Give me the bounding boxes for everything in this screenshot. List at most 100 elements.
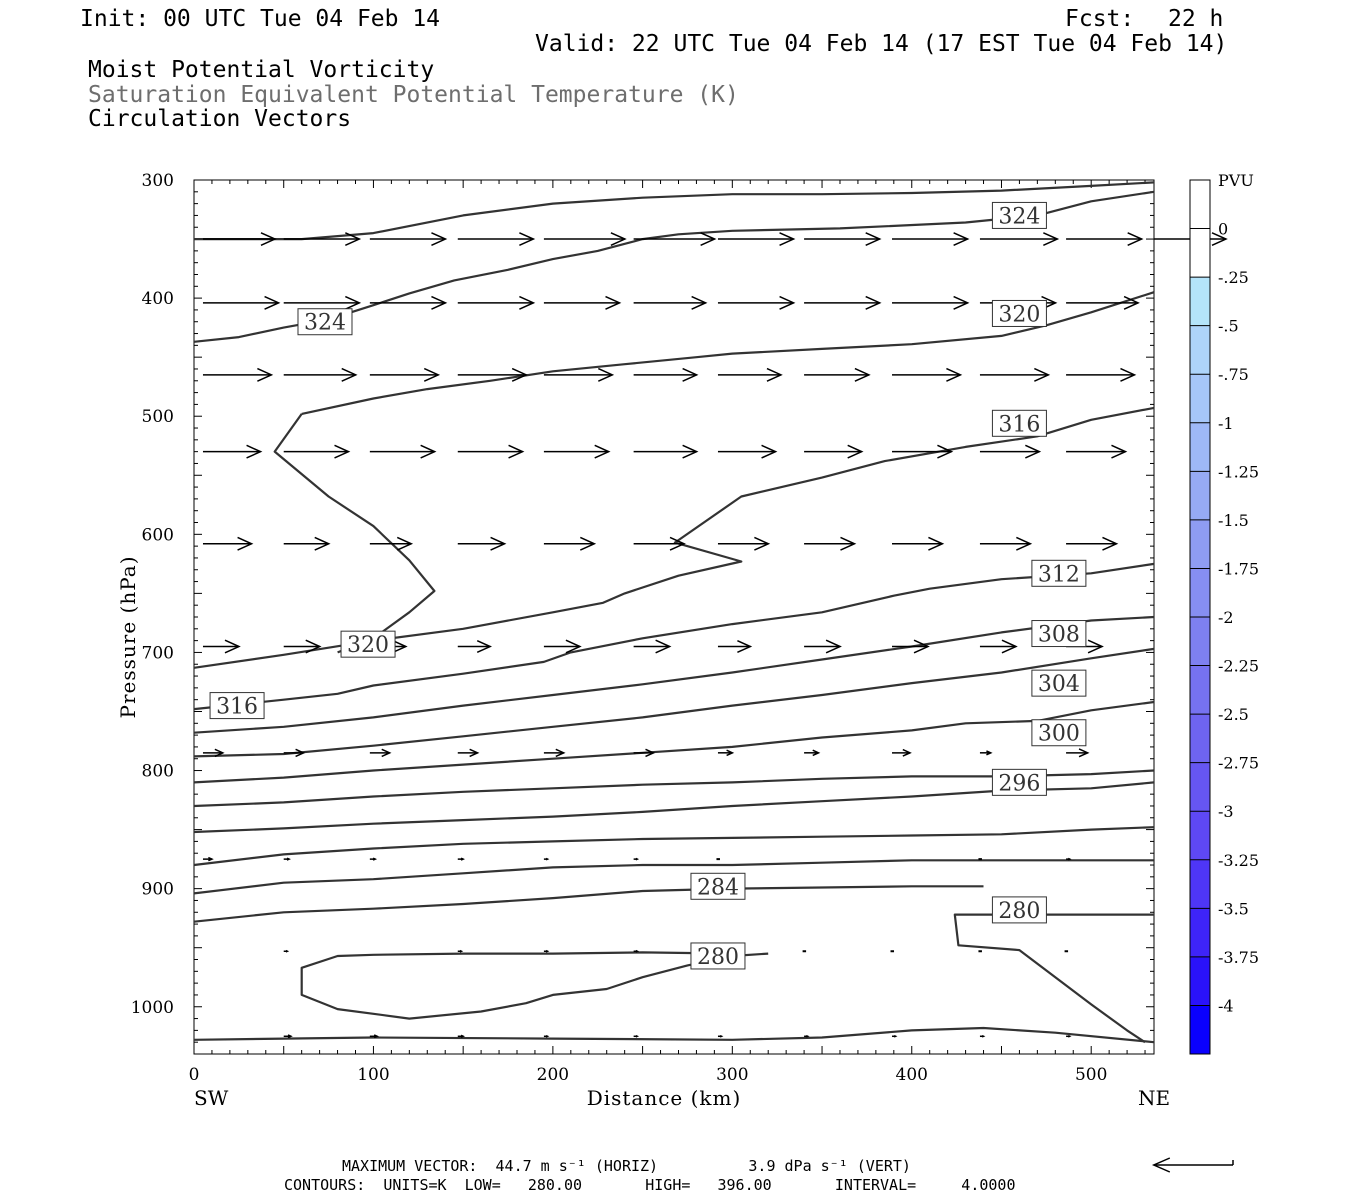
vector-arrowhead bbox=[719, 1034, 724, 1038]
contour-label-box bbox=[991, 896, 1047, 924]
vector-arrowhead bbox=[1078, 748, 1090, 758]
vector-arrowhead bbox=[1102, 536, 1119, 551]
contour-label-box bbox=[991, 409, 1047, 437]
colorbar-segment bbox=[1190, 956, 1210, 1006]
colorbar-segment bbox=[1190, 422, 1210, 472]
x-tick-label: 0 bbox=[189, 1065, 200, 1085]
vector-arrowhead bbox=[459, 949, 464, 953]
contour-label-box bbox=[1031, 620, 1087, 648]
vector-arrowhead bbox=[691, 295, 708, 310]
vector-arrowhead bbox=[865, 232, 882, 247]
contour-label: 280 bbox=[697, 945, 739, 970]
vector-arrowhead bbox=[1067, 857, 1072, 861]
vector-arrowhead bbox=[345, 295, 362, 310]
vector-arrowhead bbox=[334, 444, 351, 459]
vector-arrowhead bbox=[420, 444, 437, 459]
vector-arrowhead bbox=[669, 536, 686, 551]
colorbar-segment bbox=[1190, 374, 1210, 424]
y-tick-label: 800 bbox=[142, 762, 174, 782]
contour-label-box bbox=[209, 692, 265, 720]
vector-arrowhead bbox=[682, 444, 699, 459]
vector-arrowhead bbox=[812, 749, 821, 757]
colorbar-segment bbox=[1190, 228, 1210, 278]
vector-arrowhead bbox=[902, 748, 912, 757]
vector-arrowhead bbox=[286, 857, 291, 861]
vector-arrowhead bbox=[645, 748, 656, 758]
contour-line-320 bbox=[273, 413, 436, 654]
vector-arrowhead bbox=[214, 748, 225, 758]
colorbar-label: -.5 bbox=[1218, 317, 1239, 336]
colorbar-label: -3 bbox=[1218, 802, 1234, 821]
vector-arrowhead bbox=[1123, 295, 1140, 310]
vector-arrowhead bbox=[865, 295, 882, 310]
vector-arrowhead bbox=[237, 536, 254, 551]
vector-arrowhead bbox=[431, 295, 448, 310]
vector-arrowhead bbox=[372, 857, 378, 861]
vector-arrowhead bbox=[396, 536, 414, 551]
colorbar-label: -1 bbox=[1218, 414, 1234, 433]
vector-arrowhead bbox=[381, 748, 392, 758]
field-title-vectors: Circulation Vectors bbox=[88, 106, 352, 132]
vector-arrowhead bbox=[847, 444, 864, 459]
colorbar-label: -2.75 bbox=[1218, 754, 1259, 773]
vector-arrowhead bbox=[545, 1034, 550, 1038]
vector-arrowhead bbox=[655, 639, 672, 654]
max-vector-note: MAXIMUM VECTOR: 44.7 m s⁻¹ (HORIZ) 3.9 d… bbox=[342, 1157, 911, 1175]
x-tick-label: 100 bbox=[357, 1065, 389, 1085]
colorbar-label: -2.5 bbox=[1218, 705, 1249, 724]
x-axis-label: Distance (km) bbox=[587, 1086, 742, 1110]
y-tick-label: 300 bbox=[142, 171, 174, 191]
colorbar-label: -3.5 bbox=[1218, 899, 1249, 918]
vector-arrowhead bbox=[700, 232, 717, 247]
contour-label-box bbox=[690, 872, 746, 900]
contour-label: 296 bbox=[998, 771, 1040, 796]
vector-arrowhead bbox=[913, 639, 930, 654]
vector-arrowhead bbox=[1120, 367, 1137, 382]
colorbar-segment bbox=[1190, 762, 1210, 812]
vector-arrowhead bbox=[469, 748, 480, 758]
colorbar-label: -2 bbox=[1218, 608, 1234, 627]
vector-arrowhead bbox=[511, 367, 529, 382]
x-endpoint-ne: NE bbox=[1138, 1086, 1170, 1110]
colorbar-label: -2.25 bbox=[1218, 657, 1259, 676]
vector-arrowhead bbox=[779, 295, 796, 310]
vector-arrowhead bbox=[986, 750, 993, 756]
vector-arrowhead bbox=[805, 1034, 810, 1038]
vector-arrowhead bbox=[490, 536, 507, 551]
vector-arrowhead bbox=[635, 857, 640, 861]
colorbar-segment bbox=[1190, 665, 1210, 715]
vector-arrowhead bbox=[460, 857, 466, 861]
vector-arrowhead bbox=[345, 232, 362, 247]
contour-label-box bbox=[690, 942, 746, 970]
vector-arrowhead bbox=[1034, 367, 1051, 382]
vector-arrowhead bbox=[953, 232, 970, 247]
contour-label: 308 bbox=[1038, 623, 1080, 648]
contour-label-box bbox=[1031, 669, 1087, 697]
y-tick-label: 1000 bbox=[131, 998, 174, 1018]
contour-line-284 bbox=[193, 885, 984, 923]
vector-arrowhead bbox=[545, 949, 550, 953]
forecast-label: Fcst: bbox=[1065, 6, 1135, 32]
vector-arrowhead bbox=[928, 536, 945, 551]
vector-arrowhead bbox=[1111, 444, 1128, 459]
contour-label: 320 bbox=[347, 633, 389, 658]
colorbar-label: -1.5 bbox=[1218, 511, 1249, 530]
y-tick-label: 400 bbox=[142, 289, 174, 309]
y-axis-label: Pressure (hPa) bbox=[116, 556, 140, 719]
vector-arrowhead bbox=[287, 1034, 293, 1039]
vector-arrowhead bbox=[545, 857, 550, 861]
vector-arrowhead bbox=[257, 367, 274, 382]
vector-arrowhead bbox=[264, 295, 281, 310]
vector-arrowhead bbox=[1087, 639, 1104, 654]
contour-line-308 bbox=[193, 647, 1155, 758]
contour-label: 320 bbox=[998, 302, 1040, 327]
vector-arrowhead bbox=[605, 295, 622, 310]
colorbar-segment bbox=[1190, 714, 1210, 764]
contour-label-box bbox=[1031, 719, 1087, 747]
forecast-hours: 22 h bbox=[1168, 6, 1224, 32]
vector-arrowhead bbox=[391, 639, 408, 654]
colorbar-segment bbox=[1190, 859, 1210, 909]
vector-arrowhead bbox=[476, 640, 493, 654]
y-tick-label: 900 bbox=[142, 880, 174, 900]
